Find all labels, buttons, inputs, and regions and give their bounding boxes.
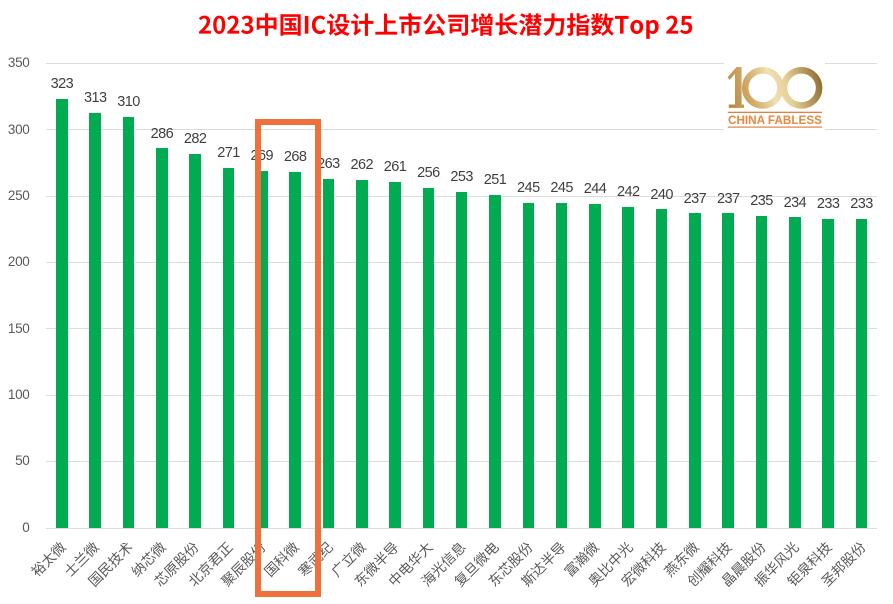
svg-text:CHINA FABLESS: CHINA FABLESS (728, 115, 822, 127)
